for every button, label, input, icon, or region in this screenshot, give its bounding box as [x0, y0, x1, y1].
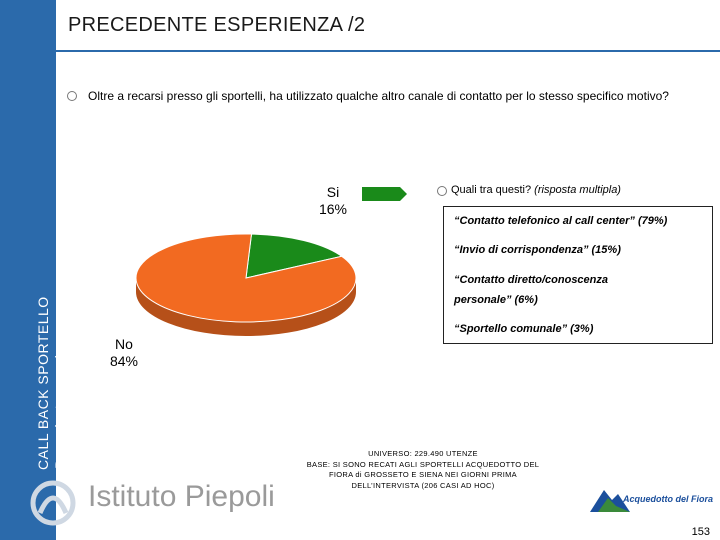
footer-note-line: DELL’INTERVISTA (206 CASI AD HOC) — [351, 480, 495, 490]
main-question: Oltre a recarsi presso gli sportelli, ha… — [88, 89, 669, 103]
answer-item: personale” (6%) — [454, 294, 538, 306]
page-title: PRECEDENTE ESPERIENZA /2 — [68, 14, 366, 36]
pie-slice-no — [135, 233, 357, 323]
footer-note-line: BASE: SI SONO RECATI AGLI SPORTELLI ACQU… — [306, 459, 540, 469]
pie-slice-si — [245, 233, 343, 279]
title-divider — [56, 50, 720, 52]
slice-label-si-name: Si — [327, 184, 339, 200]
followup-question-text: Quali tra questi? — [451, 184, 532, 196]
answer-item: “Sportello comunale” (3%) — [454, 323, 594, 335]
bullet-icon — [437, 186, 447, 196]
piepoli-logo-mark — [30, 480, 76, 526]
arrow-shape — [362, 187, 407, 201]
slice-label-no-value: 84% — [110, 353, 138, 369]
footer-note: UNIVERSO: 229.490 UTENZE BASE: SI SONO R… — [268, 449, 578, 491]
followup-question: Quali tra questi? (risposta multipla) — [451, 184, 621, 196]
slice-label-no-name: No — [115, 336, 133, 352]
pie-side-wall — [136, 278, 356, 336]
acquedotto-logo-mark — [590, 490, 630, 512]
sidebar: CALL BACK SPORTELLO Precedente esperienz… — [0, 0, 76, 540]
page-number: 153 — [691, 526, 710, 538]
logo-acquedotto: Acquedotto del Fiora — [623, 494, 713, 504]
answer-item: “Contatto diretto/conoscenza — [454, 274, 609, 286]
answers-box: “Contatto telefonico al call center” (79… — [443, 206, 713, 344]
footer-note-line: UNIVERSO: 229.490 UTENZE — [368, 449, 478, 458]
slice-label-si-value: 16% — [319, 201, 347, 217]
bullet-icon — [67, 91, 77, 101]
answer-item: “Invio di corrispondenza” (15%) — [454, 244, 621, 256]
followup-question-note: (risposta multipla) — [534, 184, 621, 196]
logo-istituto-piepoli: Istituto Piepoli — [88, 480, 275, 513]
answer-item: “Contatto telefonico al call center” (79… — [454, 215, 668, 227]
footer-note-line: FIORA di GROSSETO E SIENA NEI GIORNI PRI… — [329, 470, 517, 479]
